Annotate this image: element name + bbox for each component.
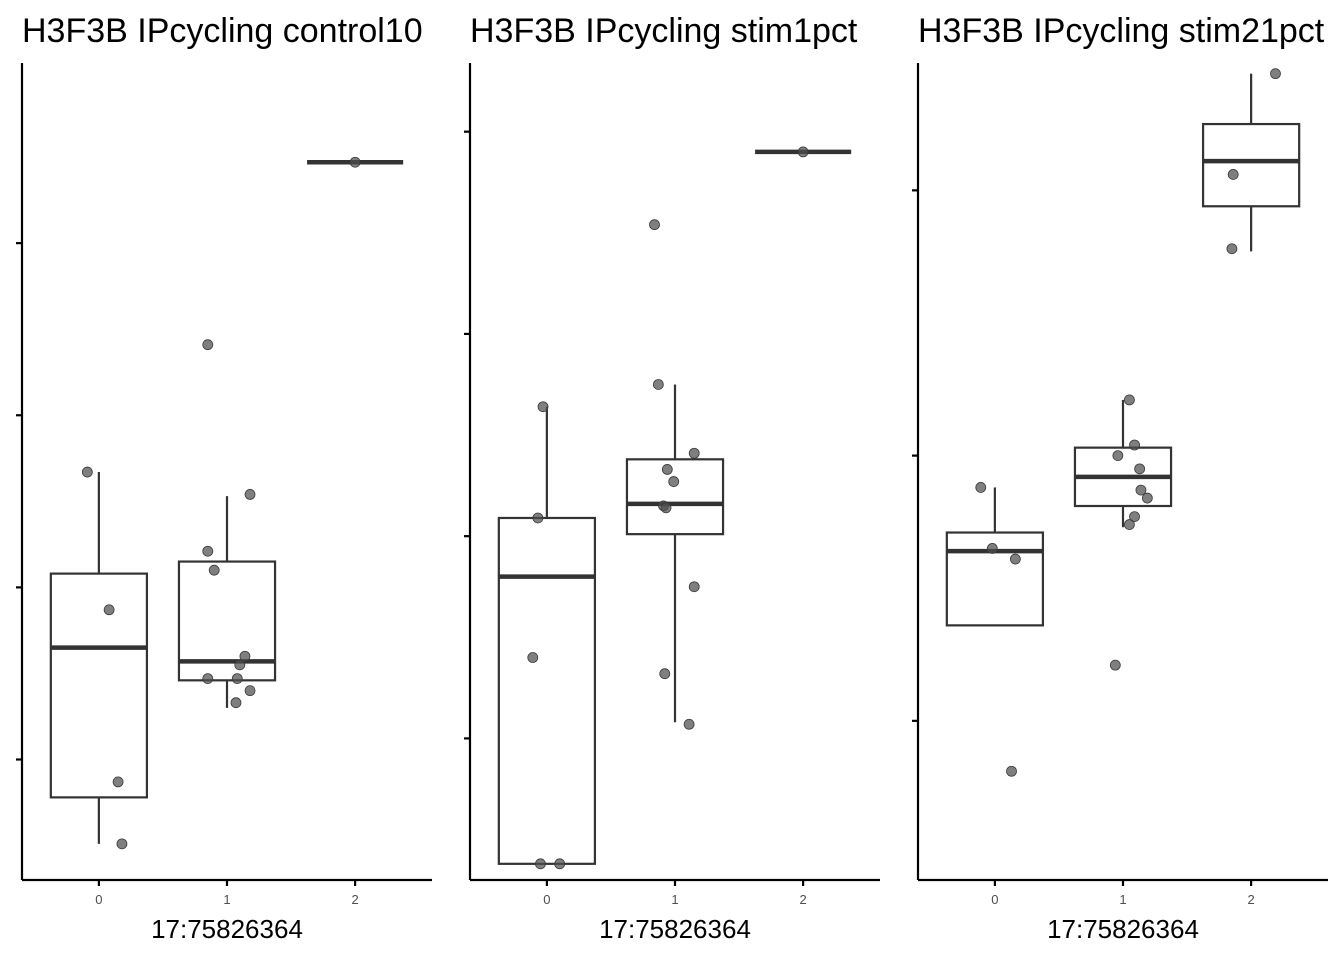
data-point xyxy=(231,673,243,685)
data-point xyxy=(1227,169,1239,180)
x-tick-label: 1 xyxy=(671,892,678,907)
data-point xyxy=(1141,492,1153,504)
data-point xyxy=(244,489,256,500)
data-point xyxy=(688,581,700,593)
data-point xyxy=(112,776,124,788)
data-point xyxy=(202,339,214,351)
x-tick-label: 0 xyxy=(95,892,102,907)
chart-title: H3F3B IPcycling stim21pct xyxy=(918,12,1325,50)
data-point xyxy=(202,545,214,557)
data-point xyxy=(986,543,998,554)
data-point xyxy=(554,858,566,870)
chart-panel-0: H3F3B IPcycling control10 0 1 2 17:75826364 xyxy=(16,12,432,944)
chart-title: H3F3B IPcycling stim1pct xyxy=(470,12,858,50)
x-axis-label: 17:75826364 xyxy=(151,914,303,944)
data-point xyxy=(527,652,539,663)
data-point xyxy=(239,650,251,662)
data-point xyxy=(208,564,220,576)
data-point xyxy=(1129,511,1140,523)
x-axis-label: 17:75826364 xyxy=(1047,914,1199,944)
box-2 xyxy=(1201,122,1301,208)
chart-panel-1: H3F3B IPcycling stim1pct 0 1 2 17:75826364 xyxy=(464,12,880,944)
data-point xyxy=(230,697,242,709)
data-point xyxy=(649,219,660,231)
data-point xyxy=(797,146,809,158)
data-point xyxy=(688,447,700,459)
x-tick-label: 2 xyxy=(800,892,807,907)
data-point xyxy=(244,685,256,697)
box-0 xyxy=(497,516,597,865)
data-point xyxy=(537,401,549,413)
data-point xyxy=(532,512,544,524)
data-point xyxy=(683,718,695,730)
data-point xyxy=(1226,243,1238,255)
box-0 xyxy=(49,572,149,799)
data-point xyxy=(1112,450,1124,462)
data-point xyxy=(1134,463,1146,475)
x-tick-label: 1 xyxy=(223,892,230,907)
x-tick-label: 0 xyxy=(543,892,550,907)
data-point xyxy=(1129,439,1140,451)
x-tick-label: 2 xyxy=(1248,892,1255,907)
data-point xyxy=(1135,484,1147,496)
data-point xyxy=(1006,765,1017,777)
data-point xyxy=(535,858,546,870)
data-point xyxy=(103,604,115,616)
x-axis-label: 17:75826364 xyxy=(599,914,751,944)
data-point xyxy=(116,838,128,850)
data-point xyxy=(668,476,680,487)
x-tick-label: 0 xyxy=(991,892,998,907)
box-1 xyxy=(625,458,725,536)
data-point xyxy=(659,668,671,680)
chart-panel-2: H3F3B IPcycling stim21pct 0 1 2 17:75826364 xyxy=(912,12,1328,944)
x-tick-label: 2 xyxy=(352,892,359,907)
data-point xyxy=(660,502,672,514)
data-point xyxy=(661,464,673,475)
data-point xyxy=(81,466,93,478)
data-point xyxy=(1109,659,1121,671)
data-point xyxy=(234,659,246,671)
data-point xyxy=(1270,68,1281,80)
chart-title: H3F3B IPcycling control10 xyxy=(22,12,423,50)
data-point xyxy=(975,482,987,493)
data-point xyxy=(1009,553,1021,565)
data-point xyxy=(1124,394,1135,406)
data-point xyxy=(202,673,214,685)
data-point xyxy=(652,379,664,390)
x-tick-label: 1 xyxy=(1119,892,1126,907)
data-point xyxy=(1124,519,1135,530)
data-point xyxy=(349,156,361,168)
